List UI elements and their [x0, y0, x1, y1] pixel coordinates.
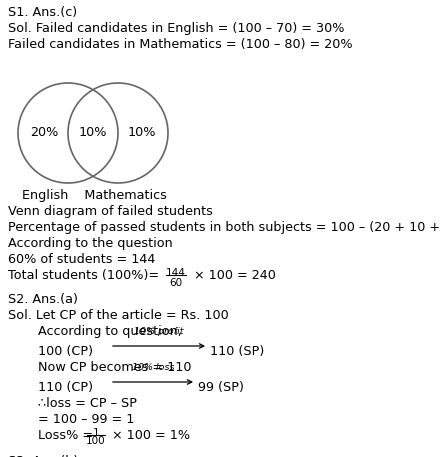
Text: Venn diagram of failed students: Venn diagram of failed students: [8, 205, 213, 218]
Text: S1. Ans.(c): S1. Ans.(c): [8, 6, 77, 19]
Text: = 100 – 99 = 1: = 100 – 99 = 1: [38, 413, 135, 426]
Text: 10%: 10%: [79, 127, 107, 139]
Text: S3. Ans.(b): S3. Ans.(b): [8, 455, 78, 457]
Text: According to the question: According to the question: [8, 237, 173, 250]
Text: 1: 1: [93, 428, 99, 438]
Text: 10% loss: 10% loss: [132, 363, 174, 372]
Text: 100: 100: [86, 436, 106, 446]
Text: Now CP becomes = 110: Now CP becomes = 110: [38, 361, 191, 374]
Text: Failed candidates in Mathematics = (100 – 80) = 20%: Failed candidates in Mathematics = (100 …: [8, 38, 353, 51]
Text: ∴loss = CP – SP: ∴loss = CP – SP: [38, 397, 137, 410]
Text: Sol. Let CP of the article = Rs. 100: Sol. Let CP of the article = Rs. 100: [8, 309, 229, 322]
Text: 10% profit: 10% profit: [134, 327, 184, 336]
Text: 20%: 20%: [30, 127, 58, 139]
Text: S2. Ans.(a): S2. Ans.(a): [8, 293, 78, 306]
Text: 110 (SP): 110 (SP): [210, 345, 264, 358]
Text: 60: 60: [169, 278, 183, 288]
Text: According to question,: According to question,: [38, 325, 182, 338]
Text: Percentage of passed students in both subjects = 100 – (20 + 10 + 10) = 60%: Percentage of passed students in both su…: [8, 221, 441, 234]
Text: 10%: 10%: [128, 127, 156, 139]
Text: English    Mathematics: English Mathematics: [22, 189, 167, 202]
Text: 144: 144: [166, 268, 186, 278]
Text: Total students (100%)=: Total students (100%)=: [8, 269, 159, 282]
Text: 100 (CP): 100 (CP): [38, 345, 93, 358]
Text: 60% of students = 144: 60% of students = 144: [8, 253, 155, 266]
Text: × 100 = 240: × 100 = 240: [190, 269, 276, 282]
Text: × 100 = 1%: × 100 = 1%: [108, 429, 190, 442]
Text: Loss% =: Loss% =: [38, 429, 93, 442]
Text: 99 (SP): 99 (SP): [198, 381, 244, 394]
Text: Sol. Failed candidates in English = (100 – 70) = 30%: Sol. Failed candidates in English = (100…: [8, 22, 344, 35]
Text: 110 (CP): 110 (CP): [38, 381, 93, 394]
